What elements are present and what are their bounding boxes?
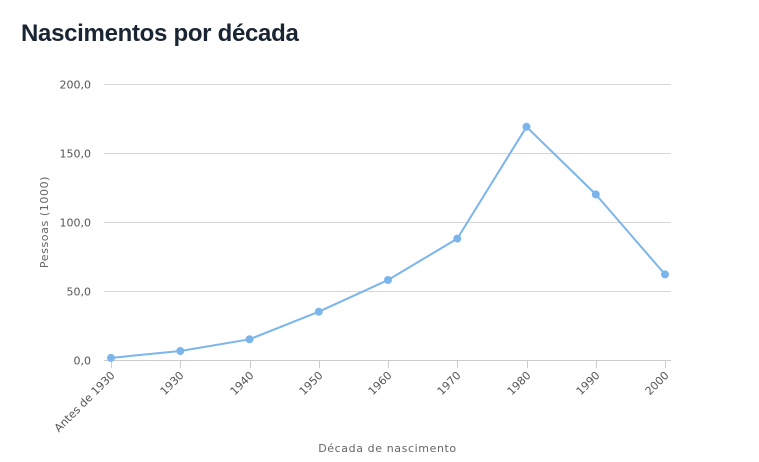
- series-line: [110, 125, 666, 359]
- x-tick-label: 1960: [366, 369, 395, 398]
- x-tick-label: 1980: [505, 369, 534, 398]
- data-point[interactable]: [314, 307, 323, 316]
- x-axis-tick-labels: Antes de 1930 1930 1940 1950 1960 1970 1980 199…: [52, 369, 672, 435]
- x-axis-title: Década de nascimento: [318, 442, 457, 455]
- x-tick-label: 1970: [435, 369, 464, 398]
- series-group: [107, 122, 669, 362]
- x-tick-label: 1940: [228, 369, 257, 398]
- y-tick-label: 100,0: [60, 217, 92, 230]
- data-point[interactable]: [107, 353, 115, 362]
- y-tick-label: 50,0: [67, 286, 92, 299]
- chart-title: Nascimentos por década: [21, 20, 299, 47]
- gridlines: [104, 84, 671, 361]
- x-tick-label: 1930: [158, 369, 187, 398]
- x-tick-label: 1950: [297, 369, 326, 398]
- data-point[interactable]: [591, 190, 600, 199]
- y-tick-label: 200,0: [60, 79, 92, 92]
- x-tick-label: Antes de 1930: [52, 369, 118, 435]
- data-point[interactable]: [522, 122, 531, 131]
- y-tick-label: 0,0: [74, 355, 92, 368]
- data-point[interactable]: [661, 270, 669, 279]
- x-tick-label: 2000: [643, 369, 672, 398]
- y-axis-title: Pessoas (1000): [38, 176, 51, 268]
- x-tick-label: 1990: [574, 369, 603, 398]
- data-point[interactable]: [245, 335, 254, 344]
- x-axis: [104, 360, 671, 368]
- data-point[interactable]: [453, 234, 462, 243]
- y-axis-tick-labels: 0,0 50,0 100,0 150,0 200,0: [60, 79, 92, 368]
- y-tick-label: 150,0: [60, 148, 92, 161]
- data-point[interactable]: [384, 276, 392, 284]
- data-point[interactable]: [176, 347, 185, 355]
